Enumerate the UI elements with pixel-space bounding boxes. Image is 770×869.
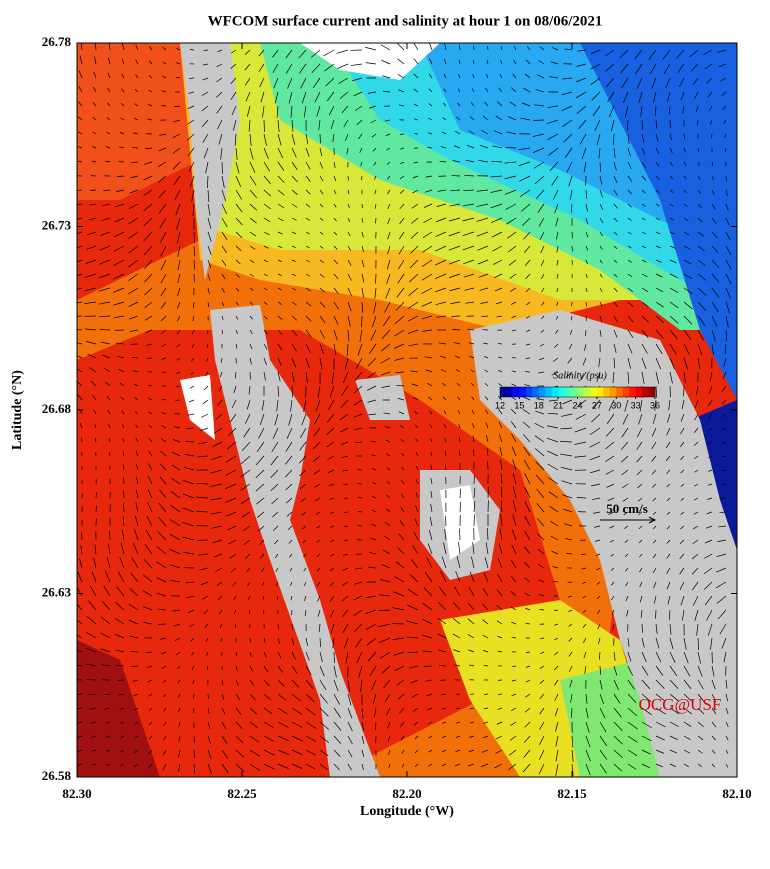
colorbar-cell [532, 387, 539, 397]
colorbar-tick-label: 15 [514, 400, 524, 410]
x-tick-label: 82.25 [227, 786, 257, 801]
colorbar-tick-label: 24 [572, 400, 582, 410]
colorbar-cell [584, 387, 591, 397]
colorbar-cell [578, 387, 585, 397]
colorbar-tick-label: 36 [650, 400, 660, 410]
colorbar-cell [623, 387, 630, 397]
colorbar-cell [545, 387, 552, 397]
credit: OCG@USF [639, 695, 722, 714]
x-axis-label: Longitude (°W) [360, 804, 454, 819]
y-tick-label: 26.78 [42, 34, 72, 49]
y-tick-label: 26.73 [42, 217, 72, 232]
colorbar-label: Salinity (psu) [553, 370, 607, 381]
x-tick-label: 82.20 [392, 786, 421, 801]
colorbar-tick-label: 21 [553, 400, 563, 410]
y-tick-label: 26.63 [42, 584, 72, 599]
colorbar-cell [506, 387, 513, 397]
colorbar-cell [649, 387, 656, 397]
colorbar-tick-label: 12 [495, 400, 505, 410]
colorbar-cell [539, 387, 546, 397]
colorbar-cell [552, 387, 559, 397]
colorbar-cell [500, 387, 507, 397]
colorbar-cell [513, 387, 520, 397]
colorbar-cell [616, 387, 623, 397]
x-tick-label: 82.10 [722, 786, 751, 801]
chart-title: WFCOM surface current and salinity at ho… [208, 13, 603, 29]
colorbar-cell [565, 387, 572, 397]
colorbar-tick-label: 27 [592, 400, 602, 410]
colorbar-cell [558, 387, 565, 397]
colorbar-cell [590, 387, 597, 397]
colorbar-cell [636, 387, 643, 397]
y-tick-label: 26.58 [42, 768, 72, 783]
colorbar-cell [526, 387, 533, 397]
colorbar-cell [610, 387, 617, 397]
colorbar-cell [642, 387, 649, 397]
colorbar-cell [519, 387, 526, 397]
colorbar-cell [629, 387, 636, 397]
y-tick-label: 26.68 [42, 401, 72, 416]
scale-label: 50 cm/s [606, 501, 648, 516]
colorbar-cell [597, 387, 604, 397]
colorbar-cell [571, 387, 578, 397]
colorbar-tick-label: 30 [611, 400, 621, 410]
colorbar-tick-label: 33 [631, 400, 641, 410]
colorbar-cell [603, 387, 610, 397]
colorbar-tick-label: 18 [534, 400, 544, 410]
x-tick-label: 82.30 [62, 786, 91, 801]
y-axis-label: Latitude (°N) [10, 370, 25, 450]
x-tick-label: 82.15 [557, 786, 587, 801]
